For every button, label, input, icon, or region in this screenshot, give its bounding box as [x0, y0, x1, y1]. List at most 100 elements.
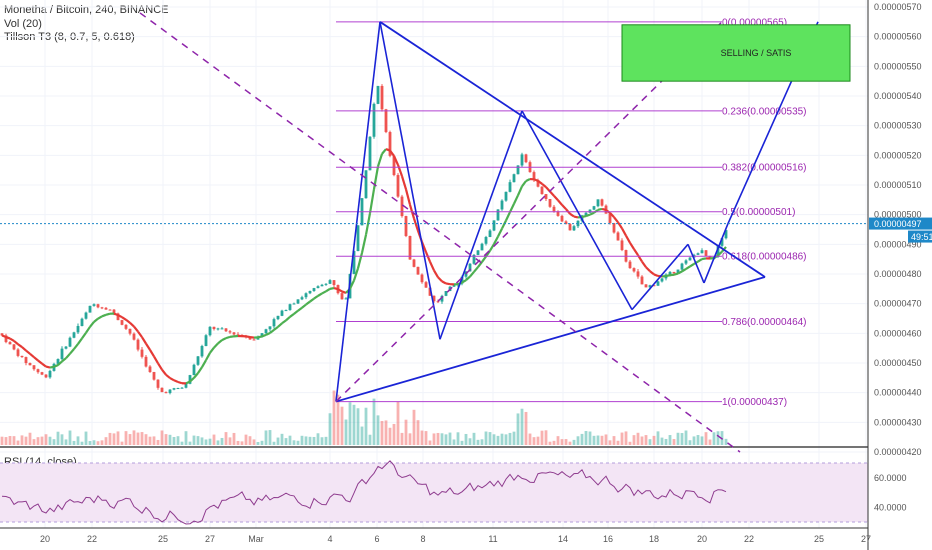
candle-body	[300, 297, 304, 300]
volume-bar	[408, 433, 412, 445]
candle-body	[536, 180, 540, 187]
candle-body	[636, 271, 640, 277]
tillson-segment	[617, 221, 623, 230]
candle-body	[632, 268, 636, 272]
volume-bar	[420, 430, 424, 445]
volume-bar	[288, 435, 292, 445]
candle-body	[120, 320, 124, 325]
price-tick-label: 0.00000480	[874, 269, 922, 279]
candle-body	[480, 243, 484, 251]
volume-bar	[500, 433, 504, 445]
volume-bar	[628, 441, 632, 445]
volume-bar	[104, 437, 108, 445]
volume-bar	[392, 423, 396, 445]
volume-bar	[608, 440, 612, 445]
candle-body	[76, 326, 80, 333]
date-tick-label: 16	[603, 534, 613, 544]
price-tick-label: 0.00000450	[874, 358, 922, 368]
tillson-segment	[400, 175, 408, 190]
tillson-segment	[65, 352, 71, 359]
candle-body	[568, 224, 572, 231]
tillson-segment	[525, 178, 531, 182]
tillson-segment	[360, 234, 368, 254]
volume-indicator-label[interactable]: Vol (20)	[4, 17, 42, 30]
wave-segment	[439, 110, 523, 340]
trend-drawings	[139, 12, 819, 453]
tillson-segment	[193, 372, 199, 379]
candle-body	[88, 305, 92, 313]
volume-bar	[620, 432, 624, 445]
volume-bar	[576, 436, 580, 445]
volume-bar	[224, 432, 228, 445]
tillson-segment	[585, 213, 591, 218]
volume-bar	[112, 433, 116, 445]
tillson-segment	[217, 339, 223, 345]
candle-body	[160, 387, 164, 393]
candle-body	[32, 365, 36, 370]
candle-body	[564, 221, 568, 225]
wave-segment	[687, 244, 705, 284]
volume-bar	[188, 441, 192, 445]
volume-bar	[228, 437, 232, 445]
volume-bar	[416, 420, 420, 445]
candle-body	[440, 295, 444, 302]
volume-bar	[80, 441, 84, 445]
candle-body	[644, 284, 648, 288]
volume-bar	[380, 420, 384, 445]
volume-bar	[676, 432, 680, 445]
volume-bar	[596, 435, 600, 445]
tillson-segment	[641, 260, 647, 268]
volume-bar	[492, 434, 496, 445]
volume-bar	[168, 434, 172, 445]
volume-bar	[208, 438, 212, 445]
volume-bar	[336, 394, 340, 445]
tillson-segment	[81, 332, 87, 340]
candle-body	[416, 266, 420, 275]
candle-body	[132, 333, 136, 340]
candle-body	[508, 182, 512, 192]
volume-bar	[72, 440, 76, 445]
dashed-resistance-line	[139, 12, 741, 453]
volume-bar	[308, 436, 312, 445]
candle-body	[68, 337, 72, 347]
volume-bar	[352, 404, 356, 445]
price-tick-label: 0.00000560	[874, 32, 922, 42]
candle-body	[628, 261, 632, 269]
volume-bar	[216, 440, 220, 445]
candle-body	[108, 309, 112, 311]
candle-body	[316, 286, 320, 289]
candle-body	[4, 335, 8, 343]
tillson-segment	[509, 203, 515, 213]
volume-bar	[316, 433, 320, 445]
date-tick-label: 22	[744, 534, 754, 544]
volume-bar	[496, 435, 500, 445]
candle-body	[612, 223, 616, 233]
volume-bar	[236, 440, 240, 445]
volume-bar	[704, 432, 708, 445]
wave-segment	[703, 223, 729, 284]
candle-body	[280, 310, 284, 316]
fibonacci-levels: 0(0.00000565) 0.236(0.00000535) 0.382(0.00…	[336, 17, 807, 408]
tillson-segment	[277, 322, 283, 328]
volume-bar	[88, 441, 92, 445]
volume-bar	[644, 435, 648, 445]
candle-body	[432, 295, 436, 302]
tillson-segment	[13, 340, 19, 346]
tillson-segment	[437, 276, 443, 283]
volume-bar	[16, 440, 20, 445]
tillson-segment	[221, 337, 227, 342]
volume-bar	[220, 437, 224, 445]
date-tick-label: 25	[814, 534, 824, 544]
selling-zone-label: SELLING / SATIS	[721, 48, 792, 58]
tillson-segment	[269, 329, 275, 334]
candle-body	[400, 196, 404, 217]
volume-bar	[192, 435, 196, 445]
candle-body	[424, 282, 428, 288]
volume-bar	[664, 438, 668, 445]
candle-body	[40, 372, 44, 375]
tillson-segment	[341, 290, 347, 294]
price-tick-label: 0.00000460	[874, 328, 922, 338]
volume-bar	[320, 437, 324, 445]
candle-body	[156, 379, 160, 388]
